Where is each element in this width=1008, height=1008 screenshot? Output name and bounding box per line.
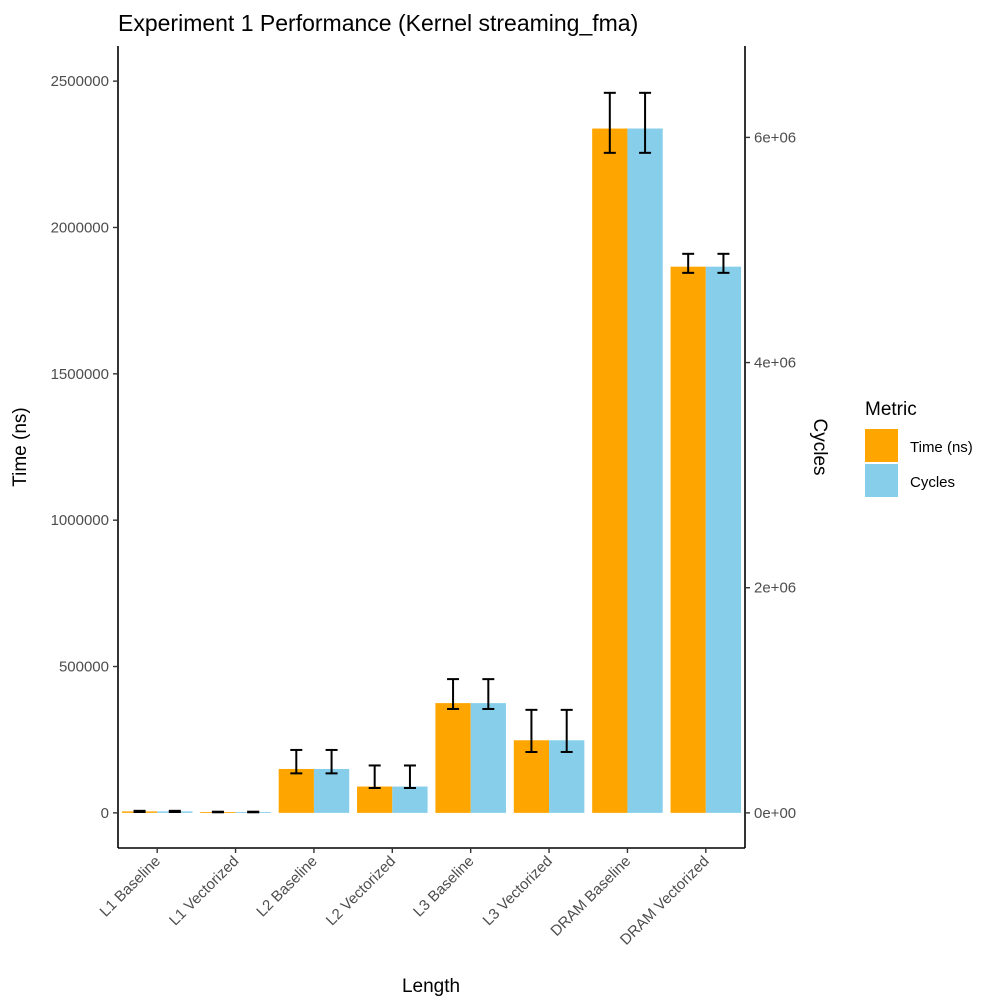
y-left-tick-label: 0 xyxy=(101,805,109,822)
error-bar-cycles-dram-baseline xyxy=(639,91,652,154)
y-left-tick-label: 1500000 xyxy=(51,366,109,383)
error-bar-time-ns-l2-vectorized xyxy=(368,764,381,789)
x-axis-title: Length xyxy=(402,976,460,997)
error-bar-cycles-l3-baseline xyxy=(482,678,495,710)
error-bar-time-ns-l1-vectorized xyxy=(211,810,224,814)
bar-cycles-dram-vectorized xyxy=(705,266,742,813)
x-tick-label-l2-vectorized: L2 Vectorized xyxy=(323,853,399,929)
y-axis-left-ticks: 0 500000 1000000 1500000 2000000 2500000 xyxy=(51,73,118,822)
error-bar-time-ns-dram-baseline xyxy=(603,91,616,154)
legend: Metric Time (ns) Cycles xyxy=(865,399,973,497)
y-right-tick-label: 6e+06 xyxy=(754,129,796,146)
x-tick-label-l1-baseline: L1 Baseline xyxy=(97,853,164,920)
bar-time-ns-l3-baseline xyxy=(435,703,471,813)
error-bar-cycles-l1-vectorized xyxy=(247,810,260,814)
x-tick-label-l2-baseline: L2 Baseline xyxy=(253,853,320,920)
error-bar-cycles-l1-baseline xyxy=(168,809,181,813)
bar-time-ns-l2-vectorized xyxy=(357,786,393,813)
y-right-tick-label: 4e+06 xyxy=(754,355,796,372)
y-axis-left-title: Time (ns) xyxy=(10,407,31,487)
y-left-tick-label: 500000 xyxy=(59,659,109,676)
x-tick-label-l1-vectorized: L1 Vectorized xyxy=(166,853,242,929)
bar-time-ns-dram-baseline xyxy=(592,128,628,813)
legend-swatch-cycles xyxy=(865,464,898,497)
bar-cycles-l3-baseline xyxy=(470,703,506,813)
bar-cycles-l2-baseline xyxy=(313,768,350,813)
error-bar-cycles-l2-baseline xyxy=(325,748,338,775)
y-left-tick-label: 2500000 xyxy=(51,73,109,90)
error-bars-layer xyxy=(133,91,730,814)
x-tick-label-l3-vectorized: L3 Vectorized xyxy=(480,853,556,929)
error-bar-time-ns-l2-baseline xyxy=(290,748,303,775)
y-axis-right-title: Cycles xyxy=(809,418,830,475)
bar-time-ns-l2-baseline xyxy=(278,768,314,813)
bar-time-ns-dram-vectorized xyxy=(670,266,706,813)
error-bar-time-ns-l3-baseline xyxy=(447,678,460,710)
bar-cycles-l2-vectorized xyxy=(392,786,428,813)
chart-title: Experiment 1 Performance (Kernel streami… xyxy=(118,10,638,36)
x-tick-label-l3-baseline: L3 Baseline xyxy=(410,853,477,920)
error-bar-time-ns-dram-vectorized xyxy=(682,252,695,274)
legend-title: Metric xyxy=(865,399,917,420)
error-bar-cycles-l2-vectorized xyxy=(403,764,416,789)
x-tick-label-dram-baseline: DRAM Baseline xyxy=(547,853,634,940)
y-left-tick-label: 1000000 xyxy=(51,512,109,529)
y-right-tick-label: 2e+06 xyxy=(754,580,796,597)
y-left-tick-label: 2000000 xyxy=(51,219,109,236)
error-bar-cycles-l3-vectorized xyxy=(560,708,573,753)
y-right-tick-label: 0e+00 xyxy=(754,805,796,822)
bar-cycles-dram-baseline xyxy=(627,128,663,813)
legend-label-cycles: Cycles xyxy=(910,474,955,491)
x-axis-ticks: L1 Baseline L1 Vectorized L2 Baseline L2 Ve… xyxy=(97,848,713,949)
bars-layer xyxy=(121,128,742,813)
error-bar-cycles-dram-vectorized xyxy=(717,252,730,274)
y-axis-right-ticks: 0e+00 2e+06 4e+06 6e+06 xyxy=(745,129,796,822)
error-bar-time-ns-l3-vectorized xyxy=(525,708,538,753)
legend-swatch-time xyxy=(865,429,898,462)
legend-label-time: Time (ns) xyxy=(910,439,973,456)
error-bar-time-ns-l1-baseline xyxy=(133,809,146,813)
